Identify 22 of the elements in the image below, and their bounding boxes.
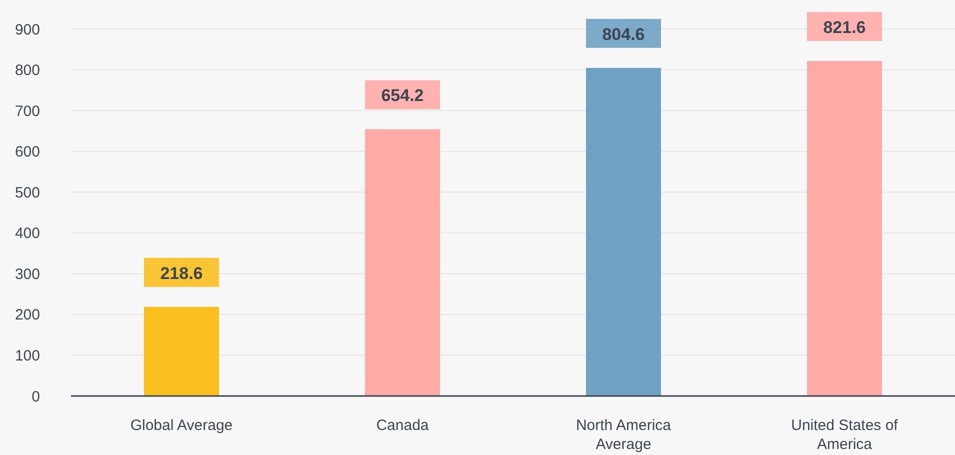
y-tick-label: 900 (14, 21, 40, 38)
y-tick-label: 800 (14, 62, 40, 80)
bar (807, 60, 882, 396)
x-tick-label: North America Average (576, 417, 672, 453)
y-tick-label: 0 (32, 388, 40, 406)
bar (144, 306, 219, 396)
x-tick-label: Global Average (130, 417, 233, 434)
y-tick-label: 500 (14, 184, 40, 202)
data-label: 821.6 (823, 18, 866, 37)
x-tick-label: United States of America (791, 417, 899, 453)
y-tick-label: 600 (14, 144, 40, 161)
y-tick-label: 700 (14, 102, 40, 120)
x-tick-label: Canada (376, 417, 430, 434)
bar (365, 129, 440, 396)
y-tick-label: 100 (14, 347, 40, 364)
y-tick-label: 300 (14, 266, 40, 283)
y-tick-label: 200 (14, 306, 40, 324)
y-tick-label: 400 (14, 225, 40, 242)
data-label: 804.6 (602, 24, 645, 44)
data-label: 654.2 (381, 86, 424, 106)
bar (586, 68, 661, 396)
data-label: 218.6 (160, 264, 203, 283)
